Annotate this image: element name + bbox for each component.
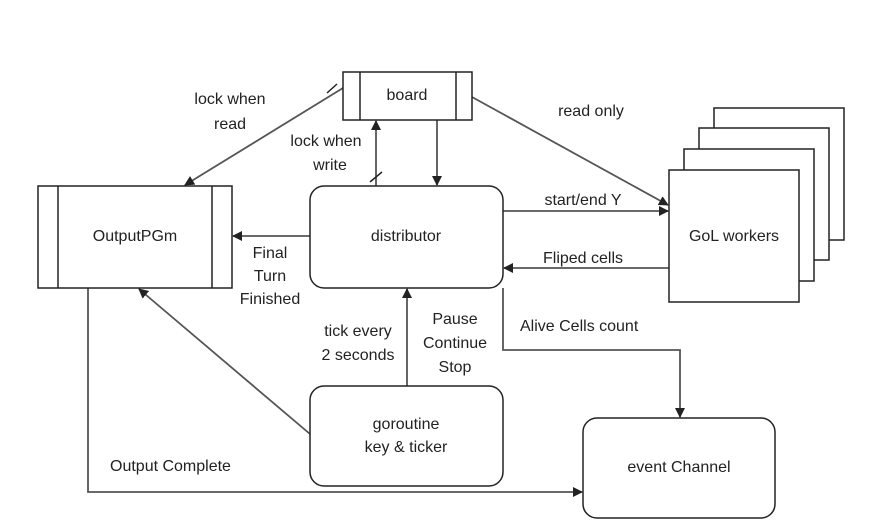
box (582, 417, 776, 519)
node-board: board (342, 71, 473, 121)
edge-label: read (214, 116, 246, 133)
box (37, 185, 233, 289)
edge-label: Fliped cells (543, 250, 623, 267)
edge-label: write (312, 157, 347, 174)
node-label: goroutine (373, 416, 440, 433)
edge-label: Stop (439, 359, 472, 376)
tick (369, 171, 383, 183)
edge-label: lock when (194, 91, 265, 108)
node-label: distributor (371, 228, 442, 245)
box (309, 185, 504, 289)
node-label: key & ticker (365, 439, 448, 456)
node-label: board (387, 87, 428, 104)
node-label: event Channel (627, 459, 730, 476)
edge (502, 288, 685, 418)
edge-label: 2 seconds (322, 347, 395, 364)
node-event: event Channel (582, 417, 776, 519)
edge-label: lock when (290, 133, 361, 150)
tick (326, 83, 338, 94)
node-output: OutputPGm (37, 185, 233, 289)
edge-label: tick every (324, 323, 392, 340)
edge (471, 96, 669, 206)
edge-label: Alive Cells count (520, 318, 639, 335)
edge-label: Turn (254, 268, 286, 285)
node-label: OutputPGm (93, 228, 177, 245)
node-goroutine: goroutine key & ticker (309, 385, 504, 487)
edge (87, 288, 583, 497)
edge-label: start/end Y (544, 192, 621, 209)
edge (184, 87, 344, 186)
edge (138, 288, 311, 435)
node-label: GoL workers (689, 228, 779, 245)
edges (87, 83, 685, 497)
box (342, 71, 473, 121)
box (668, 169, 800, 303)
edge-label: Continue (423, 335, 487, 352)
edge-label: read only (558, 103, 624, 120)
edge-label: Output Complete (110, 458, 231, 475)
node-distributor: distributor (309, 185, 504, 289)
edge-label: Finished (240, 291, 300, 308)
box (309, 385, 504, 487)
edge-labels: lock when read read only lock when write… (110, 91, 639, 475)
node-workers: GoL workers (668, 107, 845, 303)
edge-label: Final (253, 245, 288, 262)
edge-label: Pause (432, 311, 477, 328)
